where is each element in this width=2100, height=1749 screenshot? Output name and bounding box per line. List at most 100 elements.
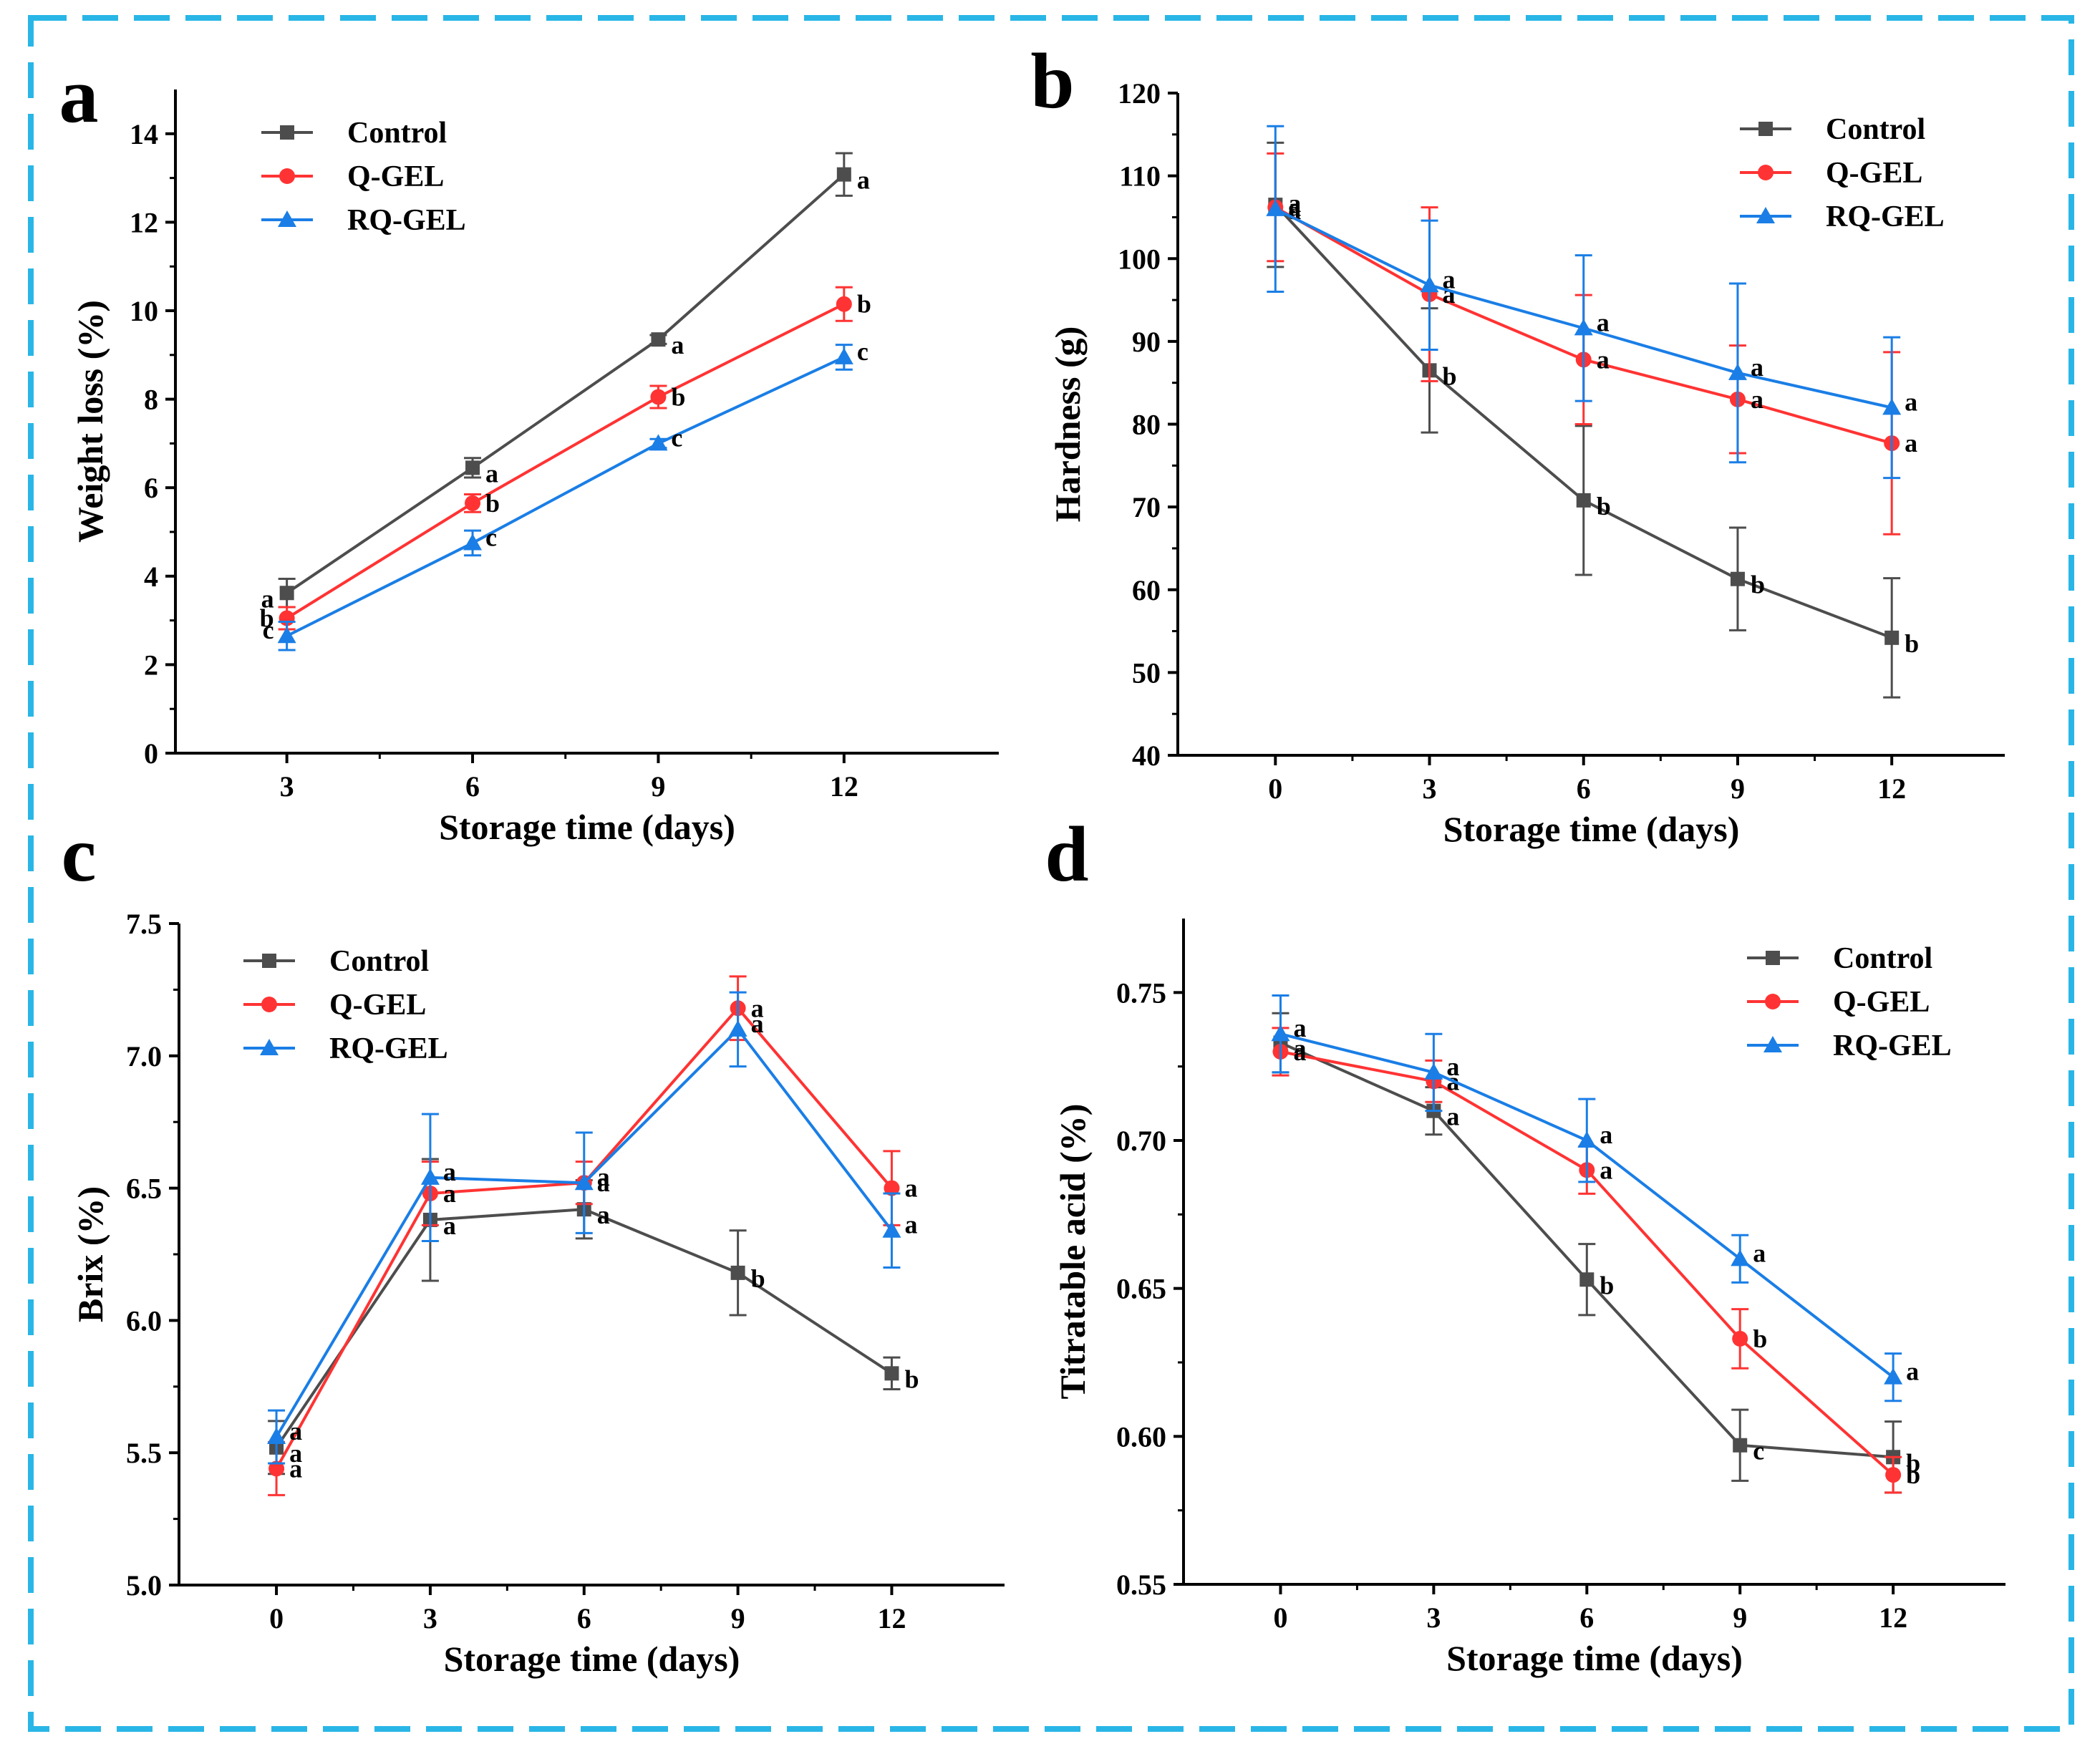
panel-letter: d <box>1045 810 1088 898</box>
significance-label: a <box>1906 1357 1919 1386</box>
x-tick-label: 9 <box>651 770 665 803</box>
significance-label: a <box>671 331 684 359</box>
significance-label: a <box>1446 1103 1459 1131</box>
x-tick-label: 3 <box>1423 772 1437 805</box>
data-point <box>1728 363 1747 380</box>
x-tick-label: 6 <box>465 770 480 803</box>
significance-label: a <box>443 1211 456 1240</box>
y-tick-label: 6.0 <box>126 1304 162 1337</box>
data-point <box>1731 1249 1750 1266</box>
legend-marker <box>1763 1036 1782 1052</box>
y-tick-label: 7.0 <box>126 1040 162 1072</box>
x-tick-label: 3 <box>1426 1602 1441 1634</box>
significance-label: a <box>485 459 498 488</box>
legend-label: RQ-GEL <box>347 204 466 237</box>
data-point <box>836 296 852 312</box>
legend-label: Control <box>1826 113 1925 146</box>
significance-label: b <box>260 604 274 633</box>
series-q-gel: a a a b b <box>1272 1027 1920 1494</box>
data-point <box>1885 1467 1902 1483</box>
significance-label: a <box>1288 193 1301 222</box>
legend-label: RQ-GEL <box>1833 1029 1952 1062</box>
y-tick-label: 5.0 <box>126 1569 162 1602</box>
significance-label: c <box>1753 1437 1764 1465</box>
panel-letter: b <box>1030 37 1074 125</box>
significance-label: b <box>904 1365 919 1393</box>
chart-panel-b: b 40 50 60 70 80 90 100 110 120 0 3 6 9 12 Storage time… <box>1030 37 2005 849</box>
significance-label: a <box>597 1201 610 1229</box>
y-axis-title: Weight loss (%) <box>70 300 110 543</box>
significance-label: b <box>1905 629 1919 658</box>
legend-label: RQ-GEL <box>329 1032 448 1065</box>
x-tick-label: 3 <box>280 770 294 803</box>
legend-label: RQ-GEL <box>1826 200 1945 233</box>
y-tick-label: 0.75 <box>1116 977 1166 1009</box>
significance-label: a <box>1597 308 1610 336</box>
data-point <box>730 1265 745 1280</box>
significance-label: a <box>1443 265 1456 294</box>
series-line <box>286 302 845 620</box>
chart-panel-c: c 5.0 5.5 6.0 6.5 7.0 7.5 0 3 6 9 12 Storage time (d… <box>62 810 1005 1679</box>
legend-label: Control <box>347 117 447 150</box>
y-tick-label: 10 <box>130 295 158 327</box>
y-tick-label: 6 <box>144 472 158 504</box>
significance-label: a <box>1600 1120 1612 1149</box>
y-tick-label: 120 <box>1118 77 1161 110</box>
y-tick-label: 8 <box>144 384 158 416</box>
y-tick-label: 80 <box>1132 409 1161 441</box>
significance-label: a <box>1753 1239 1766 1267</box>
significance-label: a <box>751 994 764 1022</box>
x-axis-title: Storage time (days) <box>1443 809 1740 849</box>
data-point <box>1424 1062 1443 1080</box>
chart-panel-a: a 0 2 4 6 8 10 12 14 3 6 9 12 Storage time (days) Weig… <box>59 52 999 847</box>
legend-label: Q-GEL <box>1826 157 1922 190</box>
legend-marker <box>1765 994 1781 1009</box>
y-tick-label: 0 <box>144 737 158 770</box>
x-tick-label: 6 <box>1579 1602 1594 1634</box>
panel-letter: a <box>59 52 99 139</box>
y-axis-title: Titratable acid (%) <box>1053 1104 1093 1400</box>
x-tick-label: 0 <box>269 1602 284 1634</box>
significance-label: a <box>597 1168 610 1197</box>
significance-label: a <box>1288 189 1301 218</box>
x-tick-label: 12 <box>1879 1602 1907 1634</box>
significance-label: b <box>1751 571 1765 599</box>
legend: Control Q-GEL RQ-GEL <box>1747 942 1952 1062</box>
significance-label: b <box>1600 1271 1614 1299</box>
data-point <box>420 1168 440 1185</box>
significance-label: a <box>1751 353 1763 382</box>
significance-label: c <box>485 523 497 551</box>
significance-label: a <box>1751 385 1763 414</box>
data-point <box>650 389 667 405</box>
significance-label: a <box>751 1009 764 1038</box>
data-point <box>1732 1330 1748 1347</box>
series-line <box>286 173 846 594</box>
x-tick-label: 6 <box>577 1602 591 1634</box>
series-rq-gel: a a a a a <box>1271 994 1919 1402</box>
data-point <box>1266 199 1285 216</box>
x-tick-label: 12 <box>877 1602 906 1634</box>
figure-border <box>28 15 2074 1732</box>
x-tick-label: 12 <box>830 770 858 803</box>
x-tick-label: 0 <box>1268 772 1282 805</box>
x-tick-label: 9 <box>731 1602 745 1634</box>
y-tick-label: 5.5 <box>126 1437 162 1469</box>
legend-marker <box>1758 165 1774 180</box>
significance-label: a <box>1293 1014 1306 1042</box>
significance-label: c <box>857 337 868 366</box>
data-point <box>574 1173 594 1191</box>
y-tick-label: 50 <box>1132 657 1161 689</box>
x-tick-label: 9 <box>1733 1602 1747 1634</box>
series-control: aa abb <box>268 1158 919 1476</box>
data-point <box>884 1180 900 1196</box>
data-point <box>465 460 480 475</box>
data-point <box>651 332 666 347</box>
x-tick-label: 9 <box>1731 772 1745 805</box>
legend-marker <box>1758 122 1773 136</box>
significance-label: b <box>1753 1324 1767 1353</box>
y-tick-label: 100 <box>1118 243 1161 275</box>
